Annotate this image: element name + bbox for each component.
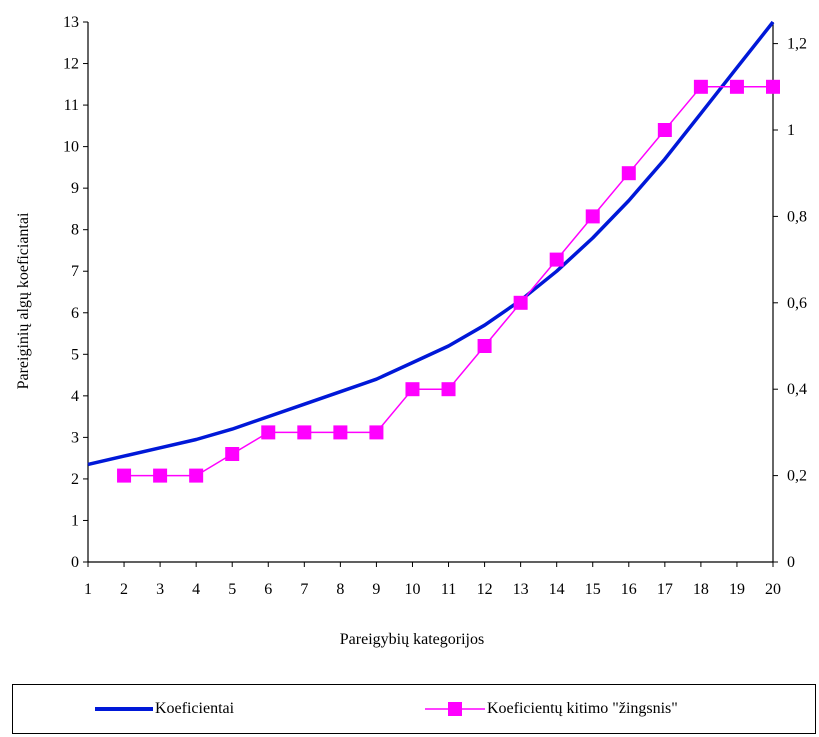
x-tick-label: 13 bbox=[513, 581, 529, 598]
series-2-point bbox=[405, 382, 420, 397]
series-2-point bbox=[477, 339, 492, 353]
y-left-tick-label: 10 bbox=[63, 139, 79, 156]
series-2-point bbox=[513, 295, 528, 310]
x-tick-label: 19 bbox=[729, 581, 745, 598]
legend-item-koeficientai: Koeficientai bbox=[93, 685, 234, 733]
y-left-tick-label: 1 bbox=[71, 512, 79, 529]
x-tick-label: 17 bbox=[657, 581, 673, 598]
series-2-point bbox=[766, 79, 780, 94]
series-2-point bbox=[693, 79, 708, 94]
x-tick-label: 9 bbox=[372, 581, 380, 598]
series-2-point bbox=[549, 252, 564, 267]
y-right-tick-label: 1 bbox=[787, 122, 795, 139]
y-left-tick-label: 8 bbox=[71, 222, 79, 239]
series-2-point bbox=[225, 447, 240, 461]
x-tick-label: 8 bbox=[336, 581, 344, 598]
x-tick-label: 7 bbox=[300, 581, 308, 598]
y-right-tick-label: 0,8 bbox=[787, 208, 807, 225]
y-left-tick-label: 12 bbox=[63, 56, 79, 73]
x-tick-label: 18 bbox=[693, 581, 709, 598]
legend: Koeficientai Koeficientų kitimo "žingsni… bbox=[12, 684, 816, 734]
legend-item-zingsnis: Koeficientų kitimo "žingsnis" bbox=[423, 685, 678, 733]
x-tick-label: 15 bbox=[585, 581, 601, 598]
x-tick-label: 2 bbox=[120, 581, 128, 598]
series-2-point bbox=[621, 166, 636, 181]
y-right-tick-label: 0,6 bbox=[787, 295, 807, 312]
y-left-tick-label: 0 bbox=[71, 554, 79, 571]
x-tick-label: 1 bbox=[84, 581, 92, 598]
series-2-point bbox=[297, 425, 312, 440]
y-right-tick-label: 1,2 bbox=[787, 36, 807, 53]
y-left-tick-label: 2 bbox=[71, 471, 79, 488]
series-2-point bbox=[369, 425, 384, 440]
series-2-point bbox=[189, 468, 204, 483]
x-tick-label: 6 bbox=[264, 581, 272, 598]
series-line-1 bbox=[87, 20, 775, 467]
y-left-tick-label: 5 bbox=[71, 346, 79, 363]
series-2-point bbox=[333, 425, 348, 440]
legend-label: Koeficientų kitimo "žingsnis" bbox=[487, 700, 678, 717]
x-tick-label: 11 bbox=[441, 581, 456, 598]
series-2-point bbox=[153, 468, 168, 483]
series-2-point bbox=[729, 79, 744, 94]
y-right-tick-label: 0,2 bbox=[787, 468, 807, 485]
y-left-tick-label: 13 bbox=[63, 14, 79, 31]
y-left-tick-label: 7 bbox=[71, 263, 79, 280]
series-2-point bbox=[657, 123, 672, 137]
legend-label: Koeficientai bbox=[155, 700, 235, 717]
y-left-tick-label: 4 bbox=[71, 388, 79, 405]
x-tick-label: 4 bbox=[192, 581, 200, 598]
legend-line-square-marker-icon bbox=[425, 702, 485, 716]
x-tick-label: 10 bbox=[404, 581, 420, 598]
series-2-point bbox=[441, 382, 456, 397]
x-axis-title: Pareigybių kategorijos bbox=[340, 631, 484, 648]
x-tick-label: 14 bbox=[549, 581, 565, 598]
y-left-tick-label: 6 bbox=[71, 305, 79, 322]
series-2-point bbox=[117, 468, 132, 483]
y-axis-title: Pareiginių algų koeficiantai bbox=[15, 212, 32, 389]
y-right-tick-label: 0,4 bbox=[787, 381, 807, 398]
series-2-point bbox=[261, 425, 276, 440]
x-tick-label: 12 bbox=[477, 581, 493, 598]
y-left-tick-label: 9 bbox=[71, 180, 79, 197]
legend-line-blue-icon bbox=[95, 707, 153, 711]
x-tick-label: 16 bbox=[621, 581, 637, 598]
y-right-tick-label: 0 bbox=[787, 554, 795, 571]
x-tick-label: 3 bbox=[156, 581, 164, 598]
y-left-tick-label: 3 bbox=[71, 429, 79, 446]
series-2-point bbox=[585, 209, 600, 224]
y-left-tick-label: 11 bbox=[64, 97, 79, 114]
x-tick-label: 20 bbox=[765, 581, 781, 598]
x-tick-label: 5 bbox=[228, 581, 236, 598]
